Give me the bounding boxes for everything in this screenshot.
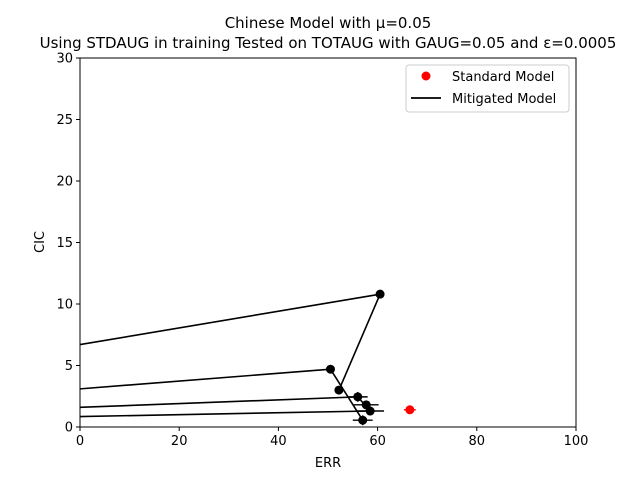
mitigated-line-segment [338, 293, 381, 391]
chart-title-line-1: Chinese Model with μ=0.05 [225, 14, 432, 32]
y-axis: 0 5 10 15 20 25 30 [56, 52, 80, 436]
y-tick-label: 0 [65, 421, 73, 436]
mitigated-line-segment [80, 396, 358, 409]
mitigated-data-point [358, 415, 368, 425]
mitigated-data-point [361, 400, 371, 410]
x-tick-label: 60 [369, 434, 386, 449]
plot-area [80, 289, 416, 426]
y-axis-label: CIC [33, 231, 48, 253]
legend-marker-standard [421, 71, 431, 81]
y-tick-label: 5 [65, 359, 73, 374]
legend-label-standard: Standard Model [452, 70, 554, 85]
mitigated-line-segment [80, 293, 381, 346]
standard-data-point [405, 405, 415, 415]
x-tick-label: 20 [171, 434, 188, 449]
y-tick-label: 15 [56, 236, 73, 251]
legend: Standard Model Mitigated Model [405, 64, 570, 113]
mitigated-data-point [353, 392, 363, 402]
x-tick-label: 100 [564, 434, 589, 449]
mitigated-data-point [334, 385, 344, 395]
x-tick-label: 40 [270, 434, 287, 449]
x-tick-label: 80 [469, 434, 486, 449]
mitigated-line-segment [80, 410, 371, 418]
chart-title-line-2: Using STDAUG in training Tested on TOTAU… [40, 34, 617, 52]
mitigated-line-segment [80, 368, 331, 390]
y-tick-label: 20 [56, 175, 73, 190]
x-axis: 0 20 40 60 80 100 [76, 427, 589, 449]
y-tick-label: 25 [56, 113, 73, 128]
mitigated-data-point [325, 364, 335, 374]
legend-box [405, 64, 570, 113]
y-tick-label: 10 [56, 298, 73, 313]
legend-label-mitigated: Mitigated Model [452, 92, 556, 107]
x-axis-label: ERR [315, 456, 341, 471]
y-tick-label: 30 [56, 52, 73, 67]
mitigated-data-point [375, 289, 385, 299]
x-tick-label: 0 [76, 434, 84, 449]
